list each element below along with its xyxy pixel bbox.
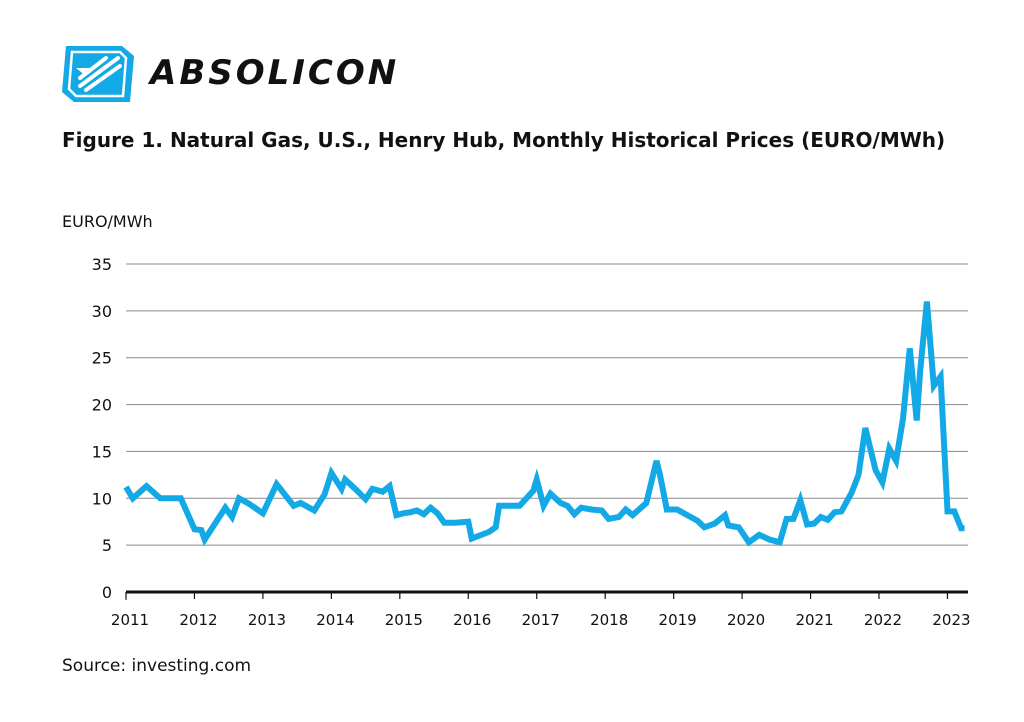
x-tick-label-2011: 2011 [111, 611, 149, 629]
x-tick-label-2021: 2021 [795, 611, 833, 629]
series-group [123, 301, 965, 547]
gridlines [125, 263, 968, 600]
y-tick-label-35: 35 [92, 255, 112, 274]
x-tick-labels: 2011 2012 2013 2014 2015 2016 2017 2018 2019 2020… [111, 611, 971, 629]
y-tick-label-0: 0 [102, 583, 112, 602]
x-tick-label-2012: 2012 [179, 611, 217, 629]
x-tick-label-2013: 2013 [248, 611, 286, 629]
x-tick-label-2019: 2019 [659, 611, 697, 629]
x-tick-label-2022: 2022 [864, 611, 902, 629]
y-tick-label-30: 30 [92, 302, 112, 321]
x-tick-label-2015: 2015 [385, 611, 423, 629]
x-tick-label-2018: 2018 [590, 611, 628, 629]
x-tick-label-2014: 2014 [316, 611, 354, 629]
y-axis-label: EURO/MWh [62, 212, 153, 231]
x-tick-label-2017: 2017 [522, 611, 560, 629]
y-tick-label-15: 15 [92, 442, 112, 461]
line-chart: EURO/MWh 0 5 10 15 20 25 30 35 2011 2012 2013 2014… [62, 212, 971, 629]
y-tick-label-5: 5 [102, 536, 112, 555]
source-note: Source: investing.com [62, 656, 252, 676]
series-line-0 [123, 301, 965, 547]
y-tick-label-10: 10 [92, 489, 112, 508]
y-tick-labels: 0 5 10 15 20 25 30 35 [92, 255, 112, 602]
y-tick-label-20: 20 [92, 396, 112, 415]
y-tick-label-25: 25 [92, 349, 112, 368]
x-tick-label-2020: 2020 [727, 611, 765, 629]
x-tick-label-2016: 2016 [453, 611, 491, 629]
figure-title: Figure 1. Natural Gas, U.S., Henry Hub, … [62, 128, 946, 152]
brand-name: ABSOLICON [150, 53, 400, 93]
absolicon-logo-icon [62, 46, 134, 102]
x-tick-label-2023: 2023 [932, 611, 970, 629]
